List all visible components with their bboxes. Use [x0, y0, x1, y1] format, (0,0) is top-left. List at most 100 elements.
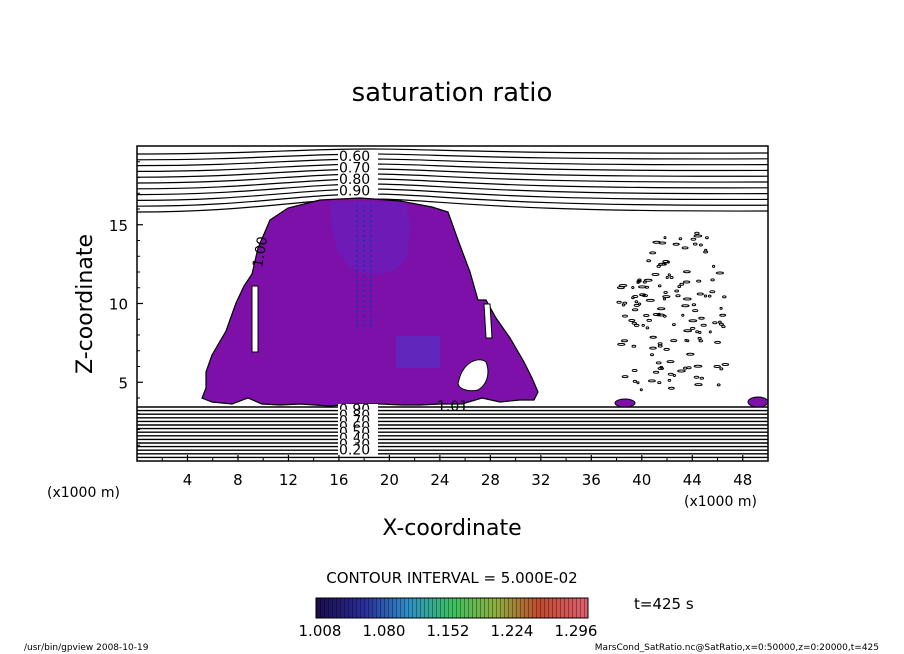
scatter-contour — [643, 314, 650, 317]
updraft-dot — [362, 259, 366, 263]
scatter-contour — [662, 295, 671, 299]
updraft-dot — [369, 239, 373, 243]
scatter-contour — [633, 323, 640, 327]
updraft-dot — [355, 224, 359, 228]
scatter-contour — [667, 378, 672, 382]
scatter-contour — [692, 309, 699, 313]
scatter-contour — [699, 376, 704, 380]
contour-label-bg — [338, 173, 378, 185]
y-tick-label: 15 — [109, 217, 128, 235]
scatter-contour — [696, 279, 702, 283]
updraft-dot — [362, 229, 366, 233]
scatter-contour — [713, 365, 721, 368]
updraft-dot — [362, 299, 366, 303]
updraft-dot — [362, 249, 366, 253]
scatter-contour — [719, 306, 723, 310]
scatter-contour — [693, 375, 700, 379]
updraft-dot — [369, 274, 373, 278]
updraft-dot — [355, 214, 359, 218]
scatter-contour — [657, 367, 665, 370]
updraft-dot — [369, 244, 373, 248]
scatter-contour — [658, 262, 666, 266]
updraft-dot — [362, 244, 366, 248]
updraft-dots — [355, 204, 373, 328]
updraft-dot — [355, 274, 359, 278]
contour-label-bg — [338, 438, 378, 450]
scatter-contour — [665, 276, 669, 279]
scatter-contour — [652, 240, 661, 244]
upper-contour-line — [137, 163, 768, 172]
scatter-contour — [721, 363, 730, 366]
upper-contour-line — [137, 193, 768, 207]
updraft-dot — [362, 204, 366, 208]
updraft-dot — [355, 259, 359, 263]
updraft-dot — [355, 289, 359, 293]
updraft-dot — [369, 269, 373, 273]
updraft-dot — [355, 279, 359, 283]
scatter-contour — [634, 300, 639, 304]
footer-left: /usr/bin/gpview 2008-10-19 — [24, 643, 149, 653]
scatter-contour — [670, 339, 678, 343]
updraft-dot — [362, 279, 366, 283]
scatter-contour — [683, 329, 693, 333]
contour-label-bg — [338, 161, 378, 174]
cloud-hole-right — [457, 359, 489, 392]
scatter-contour — [631, 344, 637, 348]
updraft-dot — [362, 264, 366, 268]
updraft-dot — [355, 324, 359, 328]
scatter-contour — [663, 291, 668, 294]
scatter-contour — [636, 381, 640, 385]
updraft-dot — [362, 234, 366, 238]
y-axis: 5 10 15 — [109, 161, 143, 446]
y-tick-label: 5 — [118, 374, 128, 392]
updraft-dot — [355, 239, 359, 243]
updraft-dot — [355, 219, 359, 223]
scatter-contour — [657, 342, 663, 346]
scatter-contour — [672, 323, 676, 327]
scatter-contour — [641, 323, 645, 327]
upper-contour-label: 0.90 — [339, 184, 370, 200]
x-tick-label: 16 — [329, 471, 348, 489]
scatter-contour — [657, 381, 662, 385]
x-tick-label: 8 — [233, 471, 243, 489]
cloud-region — [201, 197, 539, 407]
scatter-contour — [672, 374, 677, 377]
scatter-contour — [681, 313, 685, 317]
chart-title: saturation ratio — [352, 78, 553, 108]
updraft-dot — [369, 219, 373, 223]
upper-contour-label: 0.80 — [339, 172, 370, 188]
scatter-contour — [681, 246, 689, 250]
cloud-boundary-label-right: 1.01 — [437, 399, 468, 415]
colorbar-tick-label: 1.224 — [491, 622, 534, 640]
updraft-dot — [355, 309, 359, 313]
scatter-contour — [668, 386, 675, 390]
x-unit-label-left: (x1000 m) — [47, 485, 120, 501]
cloud-hole-left — [251, 285, 259, 353]
x-tick-label: 48 — [733, 471, 752, 489]
scatter-contour — [644, 285, 650, 289]
upper-contour-label: 0.70 — [339, 161, 370, 177]
scatter-contour — [684, 338, 688, 342]
scatter-contour — [705, 236, 709, 240]
updraft-dot — [362, 214, 366, 218]
scatter-contour — [686, 352, 695, 356]
upper-contour-line — [137, 188, 768, 201]
scatter-contour — [682, 280, 691, 284]
scatter-contour — [681, 304, 690, 308]
scatter-contour — [649, 346, 657, 350]
x-tick-label: 4 — [183, 471, 193, 489]
scatter-contour — [691, 303, 697, 307]
scatter-contour — [650, 353, 654, 357]
x-tick-label: 28 — [481, 471, 500, 489]
scatter-contour — [620, 339, 629, 343]
updraft-dot — [362, 314, 366, 318]
updraft-dot — [362, 254, 366, 258]
scatter-contour — [686, 366, 692, 370]
contour-label-bg — [338, 415, 378, 427]
updraft-dot — [362, 219, 366, 223]
updraft-dot — [369, 234, 373, 238]
updraft-dot — [369, 284, 373, 288]
contour-label-bg — [338, 150, 378, 162]
scatter-contour — [677, 285, 682, 289]
updraft-dot — [355, 269, 359, 273]
